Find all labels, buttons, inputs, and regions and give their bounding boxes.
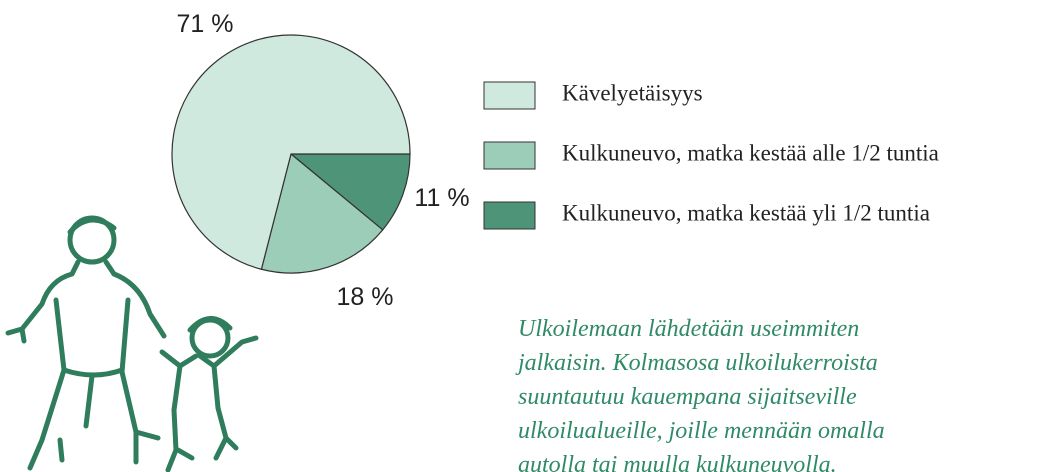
value-label: 11 % (414, 184, 469, 212)
legend-label: Kulkuneuvo, matka kestää yli 1/2 tuntia (562, 200, 930, 225)
legend-label: Kävelyetäisyys (562, 80, 703, 105)
annotation-line: ulkoilualueille, joille mennään omalla (518, 418, 885, 444)
legend-swatch (484, 82, 535, 109)
annotation-line: Ulkoilemaan lähdetään useimmiten (518, 316, 859, 342)
page: 71 % 18 % 11 % Kävelyetäisyys Kulkuneuvo, m… (0, 0, 1049, 472)
legend-label: Kulkuneuvo, matka kestää alle 1/2 tuntia (562, 140, 939, 165)
legend: Kävelyetäisyys Kulkuneuvo, matka kestää a… (484, 80, 939, 229)
illustration (8, 218, 256, 470)
value-label: 18 % (337, 283, 394, 311)
legend-swatch (484, 142, 535, 169)
value-label: 71 % (177, 10, 234, 38)
pie: 71 % 18 % 11 % (172, 10, 470, 311)
annotation-line: jalkaisin. Kolmasosa ulkoilukerroista (515, 350, 878, 376)
annotation: Ulkoilemaan lähdetään useimmiten jalkaisi… (515, 316, 885, 472)
legend-swatch (484, 202, 535, 229)
annotation-line: suuntautuu kauempana sijaitseville (518, 384, 857, 410)
chart: 71 % 18 % 11 % Kävelyetäisyys Kulkuneuvo, m… (0, 0, 1049, 472)
annotation-line: autolla tai muulla kulkuneuvolla. (518, 452, 837, 472)
